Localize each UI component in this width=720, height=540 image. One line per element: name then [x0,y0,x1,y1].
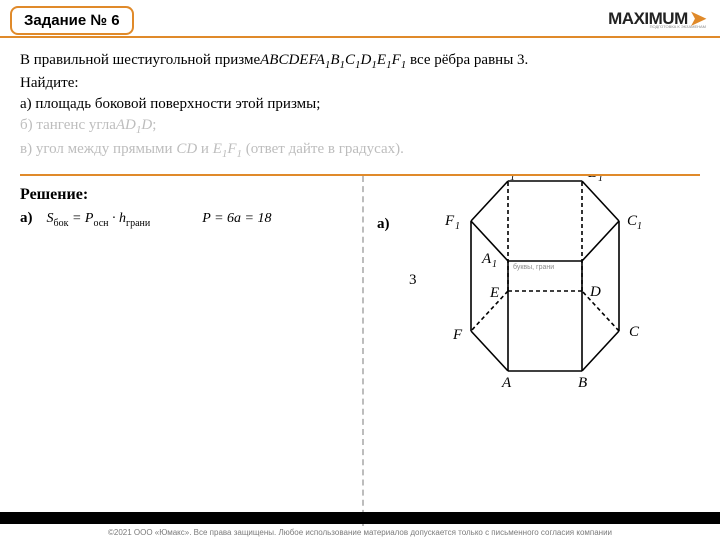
solution-line-a: а) Sбок = Pосн · hграни P = 6a = 18 [20,210,365,229]
content-area: Решение: а) Sбок = Pосн · hграни P = 6a … [0,176,720,476]
find-label: Найдите: [20,73,700,94]
prism-diagram: ABCDEFA1C1D1E1F1 [395,176,695,406]
svg-text:F: F [452,327,463,343]
header-underline [0,36,720,38]
svg-text:C: C [629,324,640,340]
svg-text:E: E [499,176,509,180]
svg-text:B: B [578,375,587,391]
svg-text:D: D [589,284,601,300]
svg-text:1: 1 [455,221,460,232]
svg-text:F: F [444,213,455,229]
intro-a: В правильной шестиугольной призме [20,52,260,68]
prism-name: ABCDEFA1B1C1D1E1F1 [260,52,406,68]
svg-text:A: A [501,375,512,391]
part-b: б) тангенс углаAD1D; [20,115,700,138]
svg-text:1: 1 [637,221,642,232]
footer-copyright: ©2021 ООО «Юмакс». Все права защищены. Л… [0,528,720,537]
formula-p: P = 6a = 18 [202,211,271,227]
svg-text:1: 1 [510,176,515,183]
solution-heading: Решение: [20,186,365,204]
part-a: а) площадь боковой поверхности этой приз… [20,94,700,115]
logo-subtitle: ПОДГОТОВКА К ЭКЗАМЕНАМ [650,24,706,29]
intro-b: все рёбра равны 3. [406,52,528,68]
header: Задание № 6 MAXIMUM ➤ ПОДГОТОВКА К ЭКЗАМ… [0,0,720,40]
label-a-right: а) [377,216,390,233]
svg-text:E: E [489,285,499,301]
task-badge: Задание № 6 [10,6,134,35]
solution-column: Решение: а) Sбок = Pосн · hграни P = 6a … [20,186,365,476]
problem-statement: В правильной шестиугольной призмеABCDEFA… [0,40,720,168]
vertical-separator [362,176,364,526]
formula-sbok: Sбок = Pосн · hграни [47,211,151,229]
footer-bar [0,512,720,524]
svg-text:A: A [481,251,492,267]
diagram-column: а) 3 буквы, грани ABCDEFA1C1D1E1F1 [365,186,700,476]
svg-text:1: 1 [598,176,603,184]
svg-text:1: 1 [492,259,497,270]
part-c: в) угол между прямыми CD и E1F1 (ответ д… [20,139,700,162]
label-a: а) [20,210,33,227]
